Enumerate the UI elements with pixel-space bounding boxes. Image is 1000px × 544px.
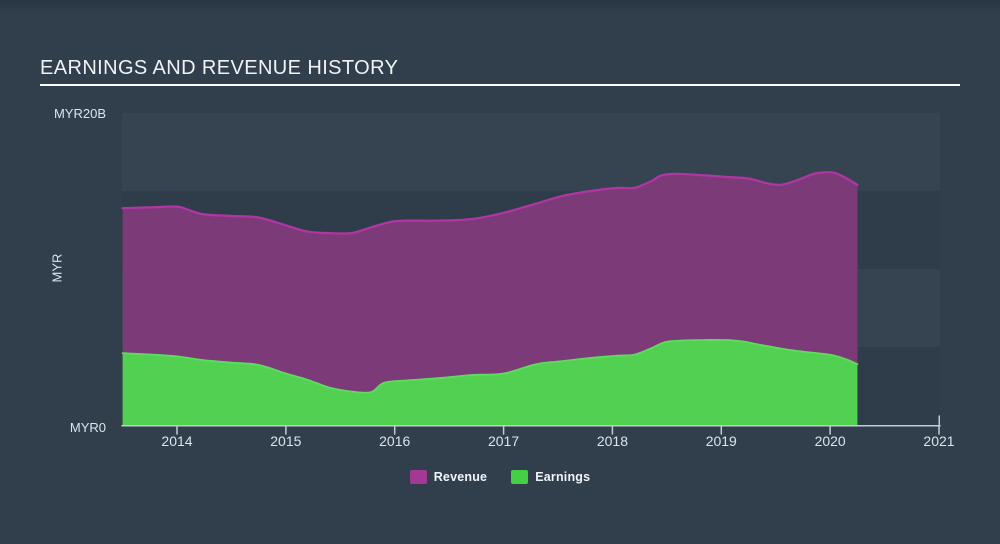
x-axis xyxy=(121,415,941,435)
legend-swatch-earnings-icon xyxy=(511,470,529,484)
legend-swatch-revenue-icon xyxy=(409,470,427,484)
x-tick-label-2016: 2016 xyxy=(379,433,411,449)
x-tick-label-2018: 2018 xyxy=(596,433,628,449)
x-tick-label-2014: 2014 xyxy=(161,433,193,449)
chart-plot-area[interactable] xyxy=(121,113,941,435)
revenue-line[interactable] xyxy=(121,171,859,235)
earnings-area[interactable] xyxy=(122,339,858,425)
area-chart-svg[interactable] xyxy=(121,113,941,453)
legend-item-revenue[interactable]: Revenue xyxy=(409,470,488,484)
y-axis-max-label: MYR20B xyxy=(53,106,106,121)
legend-item-earnings[interactable]: Earnings xyxy=(511,470,590,484)
x-tick-label-2017: 2017 xyxy=(487,433,520,449)
legend-label-earnings: Earnings xyxy=(535,470,591,484)
x-tick-label-2015: 2015 xyxy=(270,433,302,449)
title-underline xyxy=(40,84,960,86)
page-title: EARNINGS AND REVENUE HISTORY xyxy=(40,57,399,79)
y-axis-title: MYR xyxy=(49,253,65,283)
chart-legend: Revenue Earnings xyxy=(0,466,1000,488)
earnings-line[interactable] xyxy=(121,338,859,394)
legend-label-revenue: Revenue xyxy=(433,470,488,484)
y-axis-min-label: MYR0 xyxy=(69,420,106,435)
x-tick-label-2019: 2019 xyxy=(705,433,737,449)
x-tick-label-2020: 2020 xyxy=(814,433,846,449)
x-tick-label-2021: 2021 xyxy=(923,433,955,449)
